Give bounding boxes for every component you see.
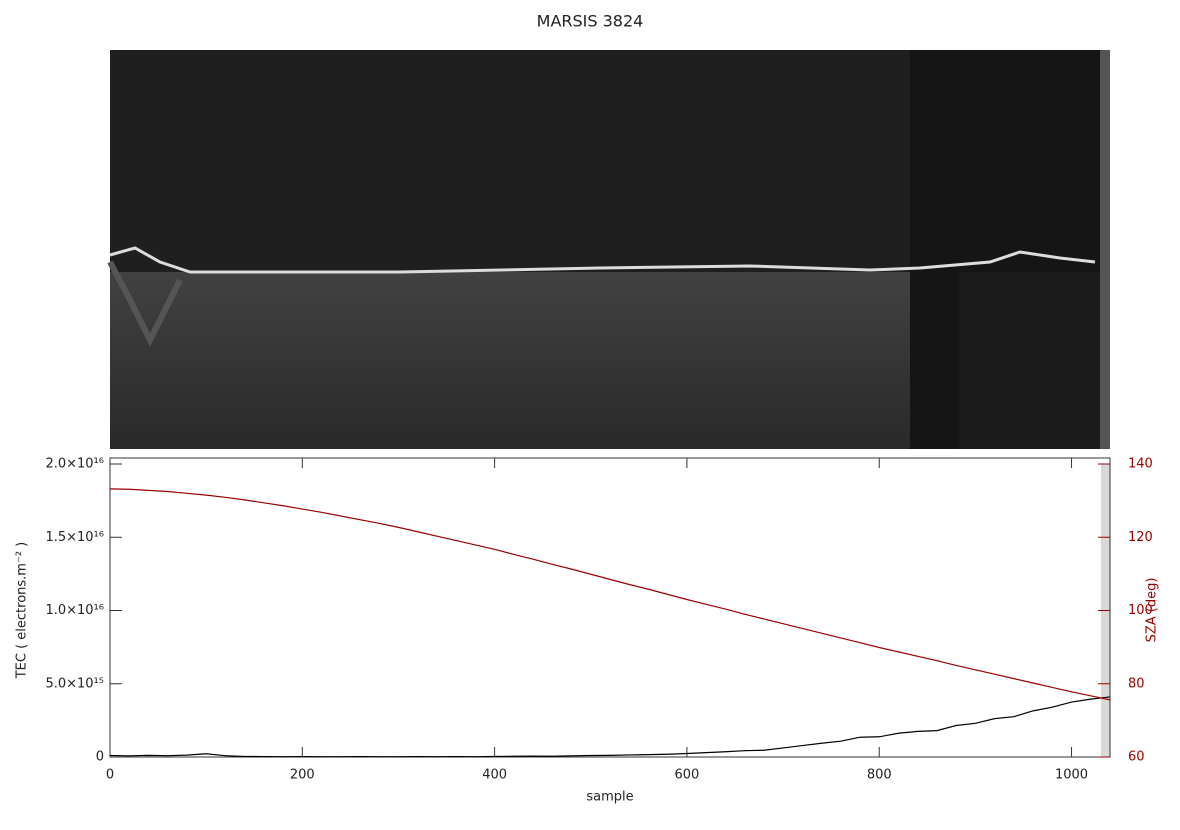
series-line: [109, 696, 1111, 758]
x-tick-label: 600: [675, 768, 700, 783]
y-tick-label: 5.0×10¹⁵: [45, 676, 104, 691]
radargram: [107, 50, 1110, 449]
y-tick-label: 2.0×10¹⁶: [45, 457, 104, 472]
x-tick-label: 400: [482, 768, 507, 783]
y-tick-label: 1.5×10¹⁶: [45, 530, 104, 545]
chart-title: MARSIS 3824: [537, 12, 644, 31]
y2-tick-label: 120: [1128, 530, 1153, 545]
plot-frame: [109, 457, 1111, 758]
y2-tick-label: 80: [1128, 676, 1145, 691]
x-tick-label: 200: [290, 768, 315, 783]
x-axis-label: sample: [586, 790, 633, 805]
x-tick-label: 1000: [1055, 768, 1088, 783]
x-tick-label: 0: [106, 768, 114, 783]
x-tick-label: 800: [867, 768, 892, 783]
y2-tick-label: 100: [1128, 603, 1153, 618]
y2-tick-label: 60: [1128, 750, 1145, 765]
y-tick-label: 1.0×10¹⁶: [45, 603, 104, 618]
y2-tick-label: 140: [1128, 457, 1153, 472]
y2-axis-label: SZA (deg): [1145, 578, 1160, 643]
series-line: [109, 488, 1111, 701]
y-axis-label: TEC ( electrons.m⁻² ): [15, 542, 30, 680]
y-tick-label: 0: [96, 750, 104, 765]
